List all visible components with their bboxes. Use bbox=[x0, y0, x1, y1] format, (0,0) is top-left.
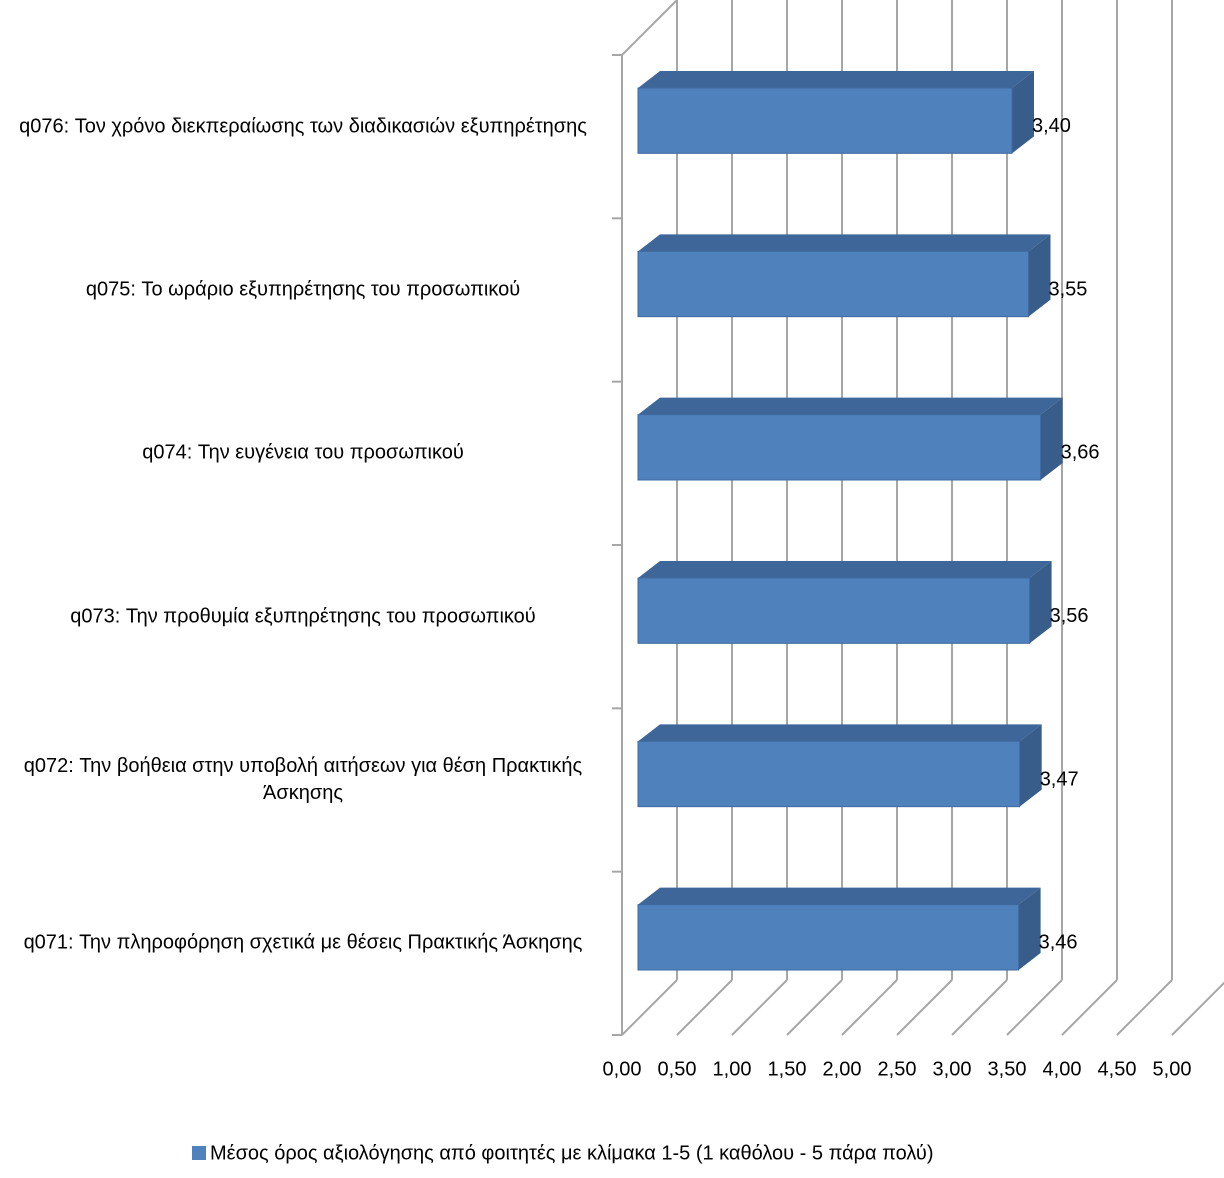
bar-side bbox=[1029, 561, 1052, 644]
bar-top bbox=[638, 71, 1034, 88]
category-label: q072: Την βοήθεια στην υποβολή αιτήσεων … bbox=[23, 755, 583, 804]
floor-grid-line bbox=[621, 979, 678, 1036]
floor-grid-line bbox=[1061, 979, 1118, 1036]
legend-swatch bbox=[192, 1146, 206, 1160]
data-label: 3,55 bbox=[1049, 278, 1088, 300]
data-label: 3,40 bbox=[1032, 115, 1071, 137]
bar-side bbox=[1019, 724, 1042, 807]
bar-top bbox=[638, 397, 1063, 415]
x-tick-label: 1,00 bbox=[713, 1058, 752, 1080]
bar bbox=[637, 904, 1020, 971]
bar-top bbox=[638, 561, 1052, 578]
x-tick-label: 1,50 bbox=[768, 1058, 807, 1080]
floor-grid-line bbox=[1171, 981, 1224, 1036]
bar-top bbox=[638, 724, 1042, 742]
floor-grid-line bbox=[731, 979, 788, 1036]
x-tick-label: 2,00 bbox=[823, 1058, 862, 1080]
bar-side bbox=[1018, 887, 1041, 970]
category-label: q076: Τον χρόνο διεκπεραίωσης των διαδικ… bbox=[19, 115, 587, 138]
data-label: 3,46 bbox=[1039, 932, 1078, 954]
x-tick-label: 2,50 bbox=[878, 1058, 917, 1080]
floor-grid-line bbox=[676, 979, 733, 1036]
bar bbox=[637, 740, 1021, 808]
wall-edge bbox=[621, 0, 678, 56]
category-label: q075: Το ωράριο εξυπηρέτησης του προσωπι… bbox=[85, 278, 521, 301]
x-tick-label: 3,50 bbox=[988, 1058, 1027, 1080]
floor-grid-line bbox=[896, 979, 953, 1036]
legend-label: Μέσος όρος αξιολόγησης από φοιτητές με κ… bbox=[210, 1142, 934, 1164]
x-tick-label: 4,50 bbox=[1098, 1058, 1137, 1080]
floor-grid-line bbox=[951, 979, 1008, 1036]
x-tick-label: 0,50 bbox=[658, 1058, 697, 1080]
bar-side bbox=[1012, 71, 1034, 154]
x-tick-label: 0,00 bbox=[603, 1058, 642, 1080]
bar bbox=[637, 414, 1042, 481]
floor-grid-line bbox=[1116, 979, 1173, 1036]
data-label: 3,47 bbox=[1040, 768, 1079, 790]
category-label: q074: Την ευγένεια του προσωπικού bbox=[142, 441, 464, 464]
data-label: 3,56 bbox=[1050, 605, 1089, 627]
floor-grid-line bbox=[786, 979, 843, 1036]
floor-grid-line bbox=[841, 979, 898, 1036]
bar-side bbox=[1040, 397, 1063, 480]
bar bbox=[637, 577, 1031, 644]
x-tick-label: 5,00 bbox=[1153, 1058, 1192, 1080]
bar bbox=[637, 87, 1013, 154]
data-label: 3,66 bbox=[1061, 442, 1100, 464]
bar-top bbox=[638, 887, 1041, 905]
floor-grid-line bbox=[1006, 979, 1063, 1036]
x-tick-label: 3,00 bbox=[933, 1058, 972, 1080]
bar-side bbox=[1028, 234, 1051, 317]
category-label: q073: Την προθυμία εξυπηρέτησης του προσ… bbox=[70, 605, 536, 628]
category-label: q071: Την πληροφόρηση σχετικά με θέσεις … bbox=[23, 931, 583, 954]
x-tick-label: 4,00 bbox=[1043, 1058, 1082, 1080]
bar bbox=[637, 250, 1029, 318]
bar-top bbox=[638, 234, 1051, 252]
